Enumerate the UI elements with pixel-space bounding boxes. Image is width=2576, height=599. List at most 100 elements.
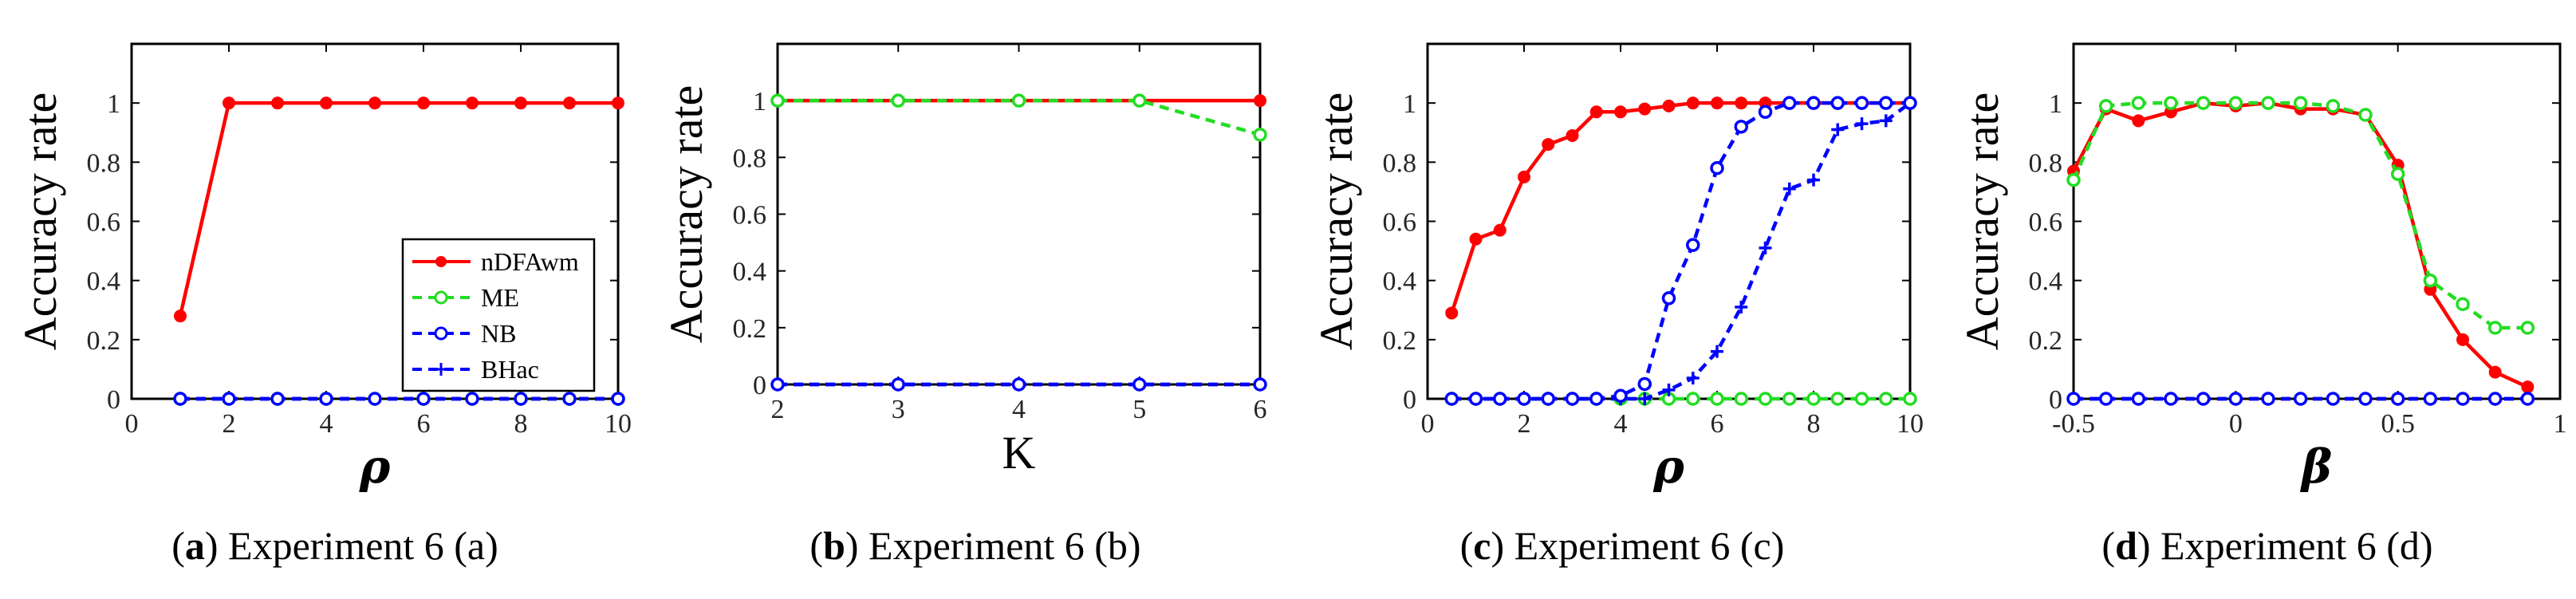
legend-label-NB: NB <box>481 319 516 348</box>
data-point-NB <box>2390 392 2405 406</box>
data-point-nDFAwm <box>466 97 479 110</box>
y-tick-label: 0.6 <box>1383 208 1417 238</box>
data-point-NB <box>2423 392 2438 406</box>
x-tick-label: 0 <box>125 409 139 439</box>
x-tick-label: 4 <box>1012 395 1026 424</box>
data-point-NB <box>1758 104 1773 120</box>
data-point-NB <box>1854 96 1869 110</box>
data-point-BHac <box>1638 392 1652 405</box>
y-tick-label: 0.2 <box>2029 326 2063 356</box>
series-NB <box>1444 96 1917 406</box>
data-point-ME <box>1879 392 1893 406</box>
data-point-nDFAwm <box>563 97 576 110</box>
captions: (a) Experiment 6 (a) (b) Experiment 6 (b… <box>0 522 2576 586</box>
data-point-BHac <box>1855 117 1869 131</box>
data-point-NB <box>270 392 285 406</box>
x-tick-label: 4 <box>320 409 333 439</box>
legend-marker-ME <box>434 290 448 305</box>
x-tick-label: 10 <box>605 409 632 439</box>
data-point-NB <box>1565 392 1580 406</box>
data-point-NB <box>2456 392 2470 406</box>
data-point-NB <box>2228 392 2243 406</box>
series-line-nDFAwm <box>178 100 618 317</box>
caption-a: (a) Experiment 6 (a) <box>171 523 498 568</box>
data-point-nDFAwm <box>1686 97 1700 110</box>
data-point-ME <box>1854 392 1869 406</box>
data-point-nDFAwm <box>612 97 624 110</box>
data-point-NB <box>2098 392 2113 406</box>
data-point-NB <box>1734 120 1748 134</box>
y-tick-label: 0.6 <box>733 201 767 231</box>
data-point-NB <box>319 392 333 406</box>
x-axis-label: ρ <box>1652 439 1684 494</box>
data-point-ME <box>2326 99 2341 113</box>
data-point-nDFAwm <box>1638 102 1652 116</box>
legend-label-BHac: BHac <box>481 355 539 384</box>
data-point-BHac <box>1711 345 1723 358</box>
data-point-NB <box>1637 376 1652 392</box>
data-point-NB <box>1661 291 1676 305</box>
data-point-ME <box>2390 167 2405 181</box>
y-tick-label: 0.8 <box>87 148 121 178</box>
y-tick-label: 0 <box>2049 385 2062 415</box>
chart-panel-b: 0 0.2 0.4 0.6 0.8 1 2 3 4 5 6 Accuracy rate K <box>660 42 1267 479</box>
caption-c: (c) Experiment 6 (c) <box>1459 523 1785 568</box>
data-point-ME <box>2423 273 2438 288</box>
legend-marker-nDFAwm <box>435 256 447 267</box>
y-axis-label: Accuracy rate <box>14 93 66 351</box>
y-tick-label: 1 <box>2049 89 2062 119</box>
data-point-nDFAwm <box>1518 170 1530 183</box>
data-point-nDFAwm <box>1614 105 1627 119</box>
data-point-ME <box>891 93 905 108</box>
x-axis-label: ρ <box>359 439 391 494</box>
series-NB <box>2066 392 2535 406</box>
data-point-NB <box>2131 392 2146 406</box>
x-tick-label: 6 <box>417 409 431 439</box>
y-tick-label: 0.8 <box>733 144 767 173</box>
x-tick-label: -0.5 <box>2052 409 2095 439</box>
series-line-ME <box>2071 100 2528 330</box>
data-point-ME <box>2358 108 2373 122</box>
data-point-NB <box>2358 392 2373 406</box>
data-point-NB <box>1710 161 1724 175</box>
data-point-NB <box>2487 392 2503 406</box>
data-point-BHac <box>1686 372 1700 385</box>
data-point-nDFAwm <box>1445 306 1459 320</box>
y-tick-label: 0.6 <box>87 208 121 238</box>
data-point-NB <box>2293 392 2308 406</box>
y-tick-label: 0.8 <box>1383 148 1417 178</box>
series-line-NB <box>1451 100 1910 401</box>
data-point-nDFAwm <box>1662 99 1676 112</box>
data-point-NB <box>1468 392 1483 406</box>
data-point-ME <box>1903 392 1917 406</box>
data-point-NB <box>1253 377 1267 392</box>
data-point-NB <box>2164 392 2178 406</box>
y-tick-label: 0.6 <box>2029 208 2063 238</box>
data-point-NB <box>222 392 236 406</box>
data-point-ME <box>1758 392 1773 406</box>
data-point-ME <box>2456 297 2470 312</box>
legend-box <box>401 238 596 392</box>
data-point-BHac <box>1831 123 1845 136</box>
x-axis-label: β <box>2300 439 2333 494</box>
series-nDFAwm <box>174 97 624 323</box>
data-point-ME <box>1782 392 1797 406</box>
y-tick-label: 0 <box>107 385 120 415</box>
data-point-nDFAwm <box>271 97 284 110</box>
axes-box <box>2072 42 2562 400</box>
x-tick-label: 8 <box>514 409 528 439</box>
y-axis-label: Accuracy rate <box>1956 93 2008 351</box>
data-point-BHac <box>1662 383 1676 396</box>
data-point-NB <box>770 377 785 392</box>
y-tick-label: 0.4 <box>733 258 767 287</box>
data-point-ME <box>2487 321 2503 335</box>
x-tick-label: 3 <box>892 395 905 424</box>
x-tick-label: 6 <box>1711 409 1724 439</box>
data-point-nDFAwm <box>2132 114 2145 128</box>
data-point-BHac <box>1879 114 1893 128</box>
series-BHac <box>1445 97 1916 405</box>
data-point-NB <box>891 377 905 392</box>
data-point-NB <box>416 392 431 406</box>
y-tick-label: 0.4 <box>2029 267 2063 297</box>
